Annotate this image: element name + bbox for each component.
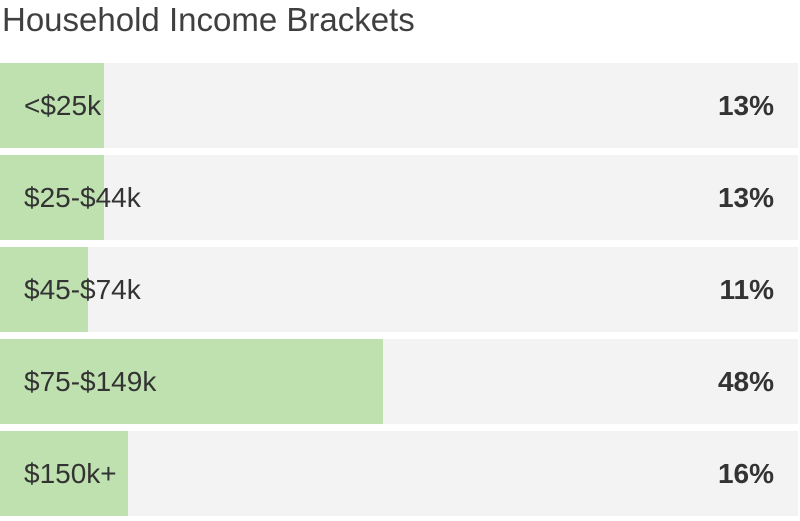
bar-value-label: 13% (717, 182, 774, 213)
bar-value-label: 11% (719, 274, 775, 305)
bar-category-label: $150k+ (24, 458, 117, 489)
bar-category-label: <$25k (24, 90, 102, 121)
bar-fill (0, 155, 104, 240)
bar-row: $75-$149k 48% (0, 339, 798, 424)
bar-row: $45-$74k 11% (0, 247, 798, 332)
bar-row: $150k+ 16% (0, 431, 798, 516)
bar-category-label: $75-$149k (24, 366, 157, 397)
bar-fill (0, 431, 128, 516)
bar-fill (0, 339, 383, 424)
bar-value-label: 48% (717, 366, 774, 397)
bar-value-label: 16% (717, 458, 774, 489)
bar-fill (0, 247, 88, 332)
bar-category-label: $45-$74k (24, 274, 141, 305)
chart-title: Household Income Brackets (2, 1, 415, 38)
bar-chart: <$25k 13% $25-$44k 13% $45-$74k 11% $75-$149k 4… (0, 63, 798, 516)
bar-value-label: 13% (717, 90, 774, 121)
bar-row: <$25k 13% (0, 63, 798, 148)
bar-fill (0, 63, 104, 148)
bar-category-label: $25-$44k (24, 182, 141, 213)
bar-row: $25-$44k 13% (0, 155, 798, 240)
